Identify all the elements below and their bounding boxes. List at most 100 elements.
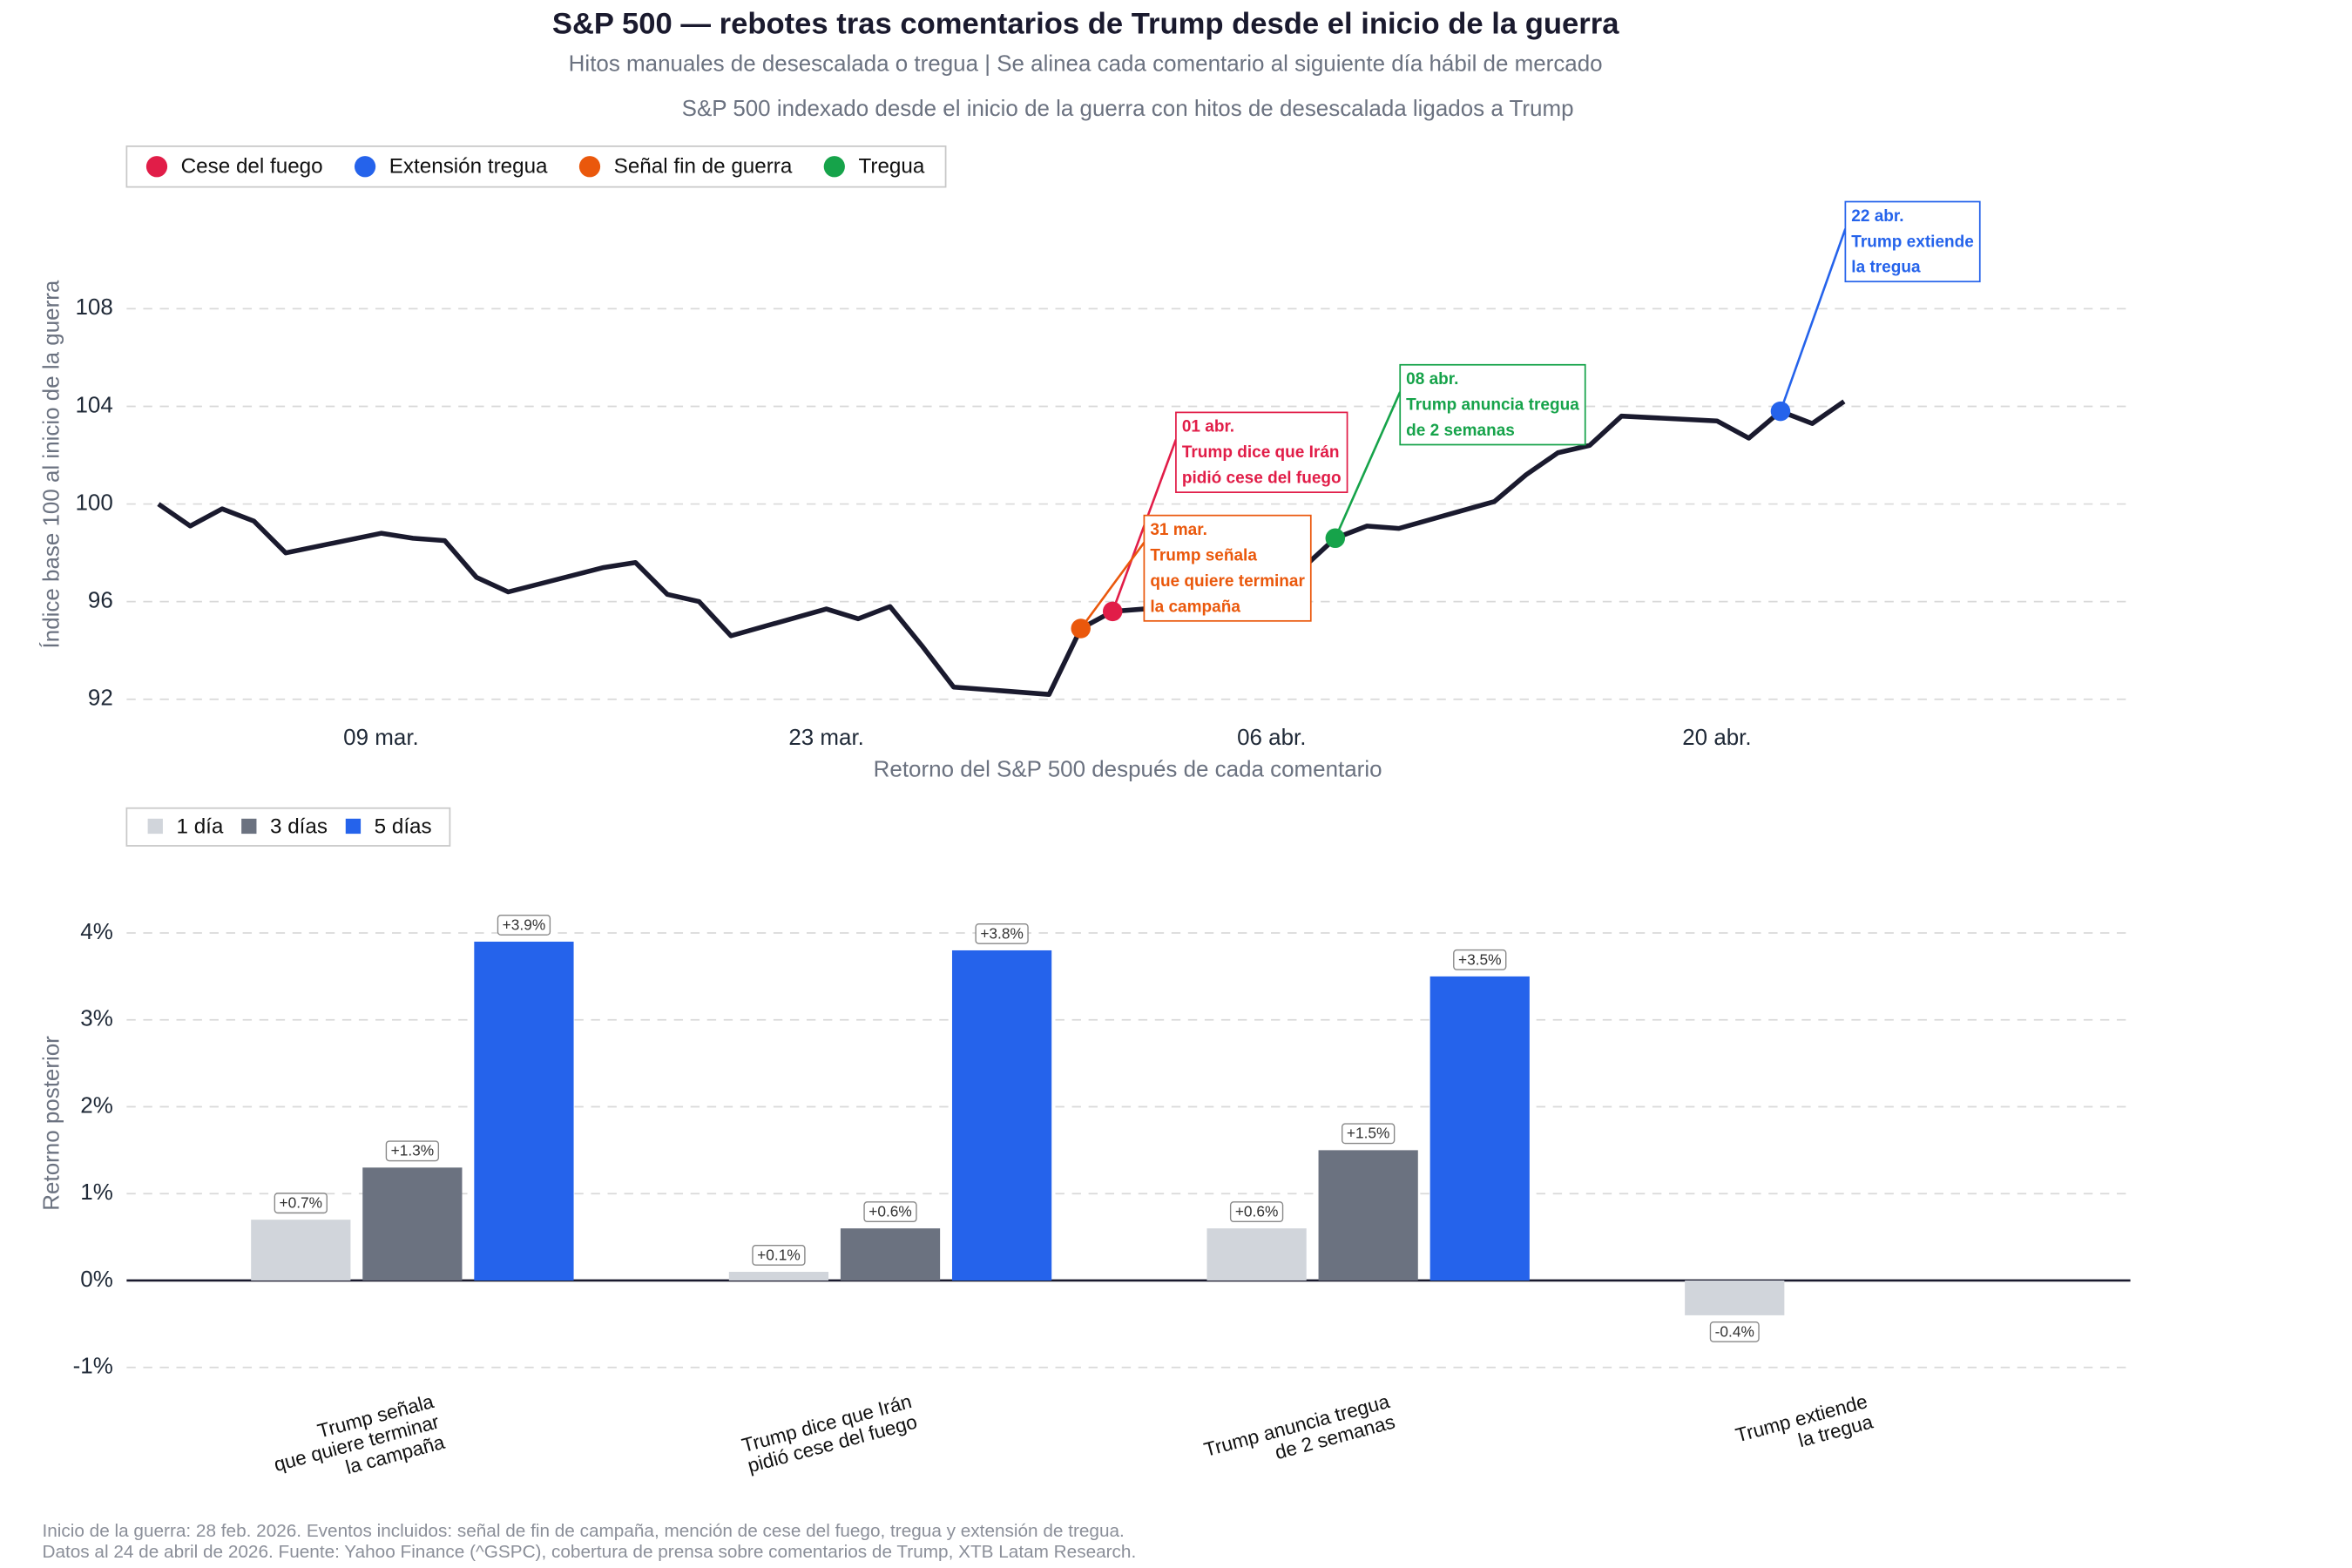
value-label: +1.3% <box>391 1142 435 1159</box>
bar <box>951 950 1052 1281</box>
legend-label: 5 días <box>375 815 432 839</box>
value-label-box <box>1453 949 1507 970</box>
legend-label: 3 días <box>270 815 328 839</box>
chart-title: S&P 500 indexado desde el inicio de la g… <box>682 95 1574 121</box>
value-label-box <box>497 915 551 936</box>
value-label-box <box>752 1245 806 1266</box>
annotation-text: que quiere terminar <box>1150 572 1305 591</box>
annotation-text: Trump extiende <box>1851 233 1974 251</box>
footnote: Datos al 24 de abril de 2026. Fuente: Ya… <box>42 1542 1136 1562</box>
value-label: +3.5% <box>1458 950 1502 968</box>
legend-swatch <box>147 818 163 835</box>
bar <box>1685 1280 1785 1315</box>
annotation-text: 08 abr. <box>1406 370 1458 389</box>
legend-label: Cese del fuego <box>181 155 323 179</box>
value-label-box <box>385 1140 440 1162</box>
y-tick-label: 104 <box>75 391 112 417</box>
annotation-connector <box>1079 542 1146 630</box>
legend-label: Extensión tregua <box>389 155 548 179</box>
legend-box <box>125 807 451 847</box>
value-label-box <box>274 1193 328 1214</box>
bar <box>1429 976 1530 1281</box>
x-tick-label: 09 mar. <box>343 724 419 750</box>
y-tick-label: 3% <box>80 1005 113 1031</box>
value-label: +0.6% <box>1235 1203 1279 1220</box>
value-label-box <box>975 923 1029 944</box>
legend-marker <box>354 156 376 178</box>
annotation-text: Trump dice que Irán <box>1182 443 1340 462</box>
x-tick-label: 20 abr. <box>1682 724 1751 750</box>
annotation-text: la campaña <box>1150 598 1240 616</box>
legend-label: 1 día <box>176 815 223 839</box>
annotation-box <box>1175 411 1348 494</box>
legend-label: Señal fin de guerra <box>614 155 793 179</box>
legend-box <box>125 145 947 188</box>
value-label: +0.1% <box>757 1246 801 1263</box>
value-label: -0.4% <box>1715 1322 1754 1340</box>
annotation-box <box>1844 200 1981 283</box>
annotation-box <box>1143 514 1312 622</box>
event-marker <box>1325 528 1346 549</box>
value-label: +1.5% <box>1347 1125 1390 1142</box>
bar <box>251 1220 351 1281</box>
annotation-text: 22 abr. <box>1851 207 1903 226</box>
bar <box>474 941 574 1281</box>
value-label: +0.7% <box>280 1194 323 1212</box>
annotation-text: Trump señala <box>1150 546 1257 564</box>
legend-marker <box>823 156 845 178</box>
annotation-text: la tregua <box>1851 259 1921 277</box>
y-tick-label: 2% <box>80 1092 113 1118</box>
page-subtitle: Hitos manuales de desescalada o tregua |… <box>569 50 1603 76</box>
y-tick-label: 100 <box>75 489 112 515</box>
x-tick-label: 06 abr. <box>1237 724 1306 750</box>
y-tick-label: 108 <box>75 294 112 320</box>
legend-swatch <box>241 818 257 835</box>
annotation-text: de 2 semanas <box>1406 422 1515 440</box>
y-axis-label: Retorno posterior <box>37 1036 64 1211</box>
value-label: +3.8% <box>980 924 1024 942</box>
annotation-connector <box>1779 228 1847 412</box>
value-label-box <box>1229 1201 1284 1223</box>
value-label: +3.9% <box>503 916 546 933</box>
annotation-text: 01 abr. <box>1182 418 1234 436</box>
footnote: Inicio de la guerra: 28 feb. 2026. Event… <box>42 1521 1124 1541</box>
annotation-connector <box>1334 391 1402 539</box>
bar <box>362 1167 463 1281</box>
annotation-text: 31 mar. <box>1150 521 1207 539</box>
y-axis-label: Índice base 100 al inicio de la guerra <box>37 280 64 648</box>
legend: 1 día 3 días 5 días <box>125 807 451 847</box>
bar <box>728 1272 829 1281</box>
event-marker <box>1102 601 1123 622</box>
chart-title: Retorno del S&P 500 después de cada come… <box>874 755 1382 781</box>
legend-marker <box>578 156 601 178</box>
value-label-box <box>1342 1123 1396 1145</box>
y-tick-label: 96 <box>88 587 113 613</box>
value-label-box <box>863 1201 917 1223</box>
index-line <box>157 399 1846 697</box>
x-tick-label: 23 mar. <box>788 724 864 750</box>
y-tick-label: 1% <box>80 1179 113 1205</box>
bar <box>1206 1228 1307 1281</box>
y-tick-label: -1% <box>73 1353 113 1379</box>
legend-marker <box>145 156 168 178</box>
event-marker <box>1071 618 1091 639</box>
annotation-box <box>1399 363 1586 446</box>
value-label-box <box>1709 1321 1760 1342</box>
value-label: +0.6% <box>868 1203 912 1220</box>
bar <box>1318 1150 1418 1281</box>
page-title: S&P 500 — rebotes tras comentarios de Tr… <box>552 8 1619 41</box>
y-tick-label: 4% <box>80 918 113 944</box>
y-tick-label: 0% <box>80 1266 113 1292</box>
y-tick-label: 92 <box>88 685 113 711</box>
legend: Cese del fuego Extensión tregua Señal fin … <box>125 145 947 188</box>
legend-swatch <box>345 818 362 835</box>
bar <box>840 1228 941 1281</box>
annotation-text: Trump anuncia tregua <box>1406 396 1579 415</box>
annotation-text: pidió cese del fuego <box>1182 470 1342 488</box>
